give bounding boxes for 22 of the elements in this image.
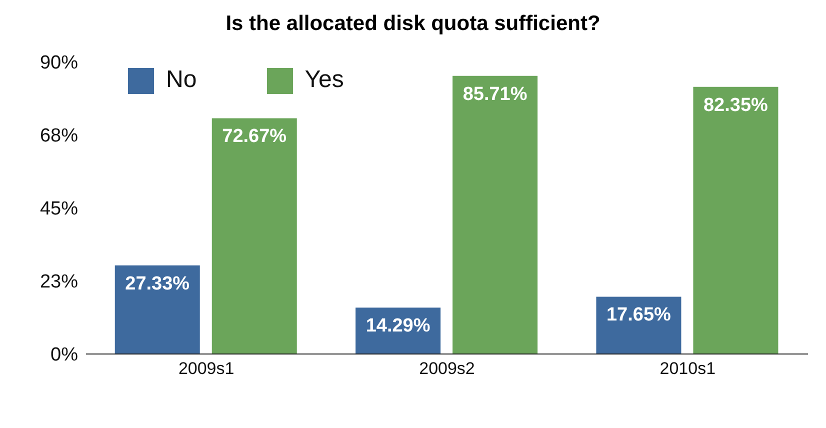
y-tick-label: 45%: [40, 198, 78, 220]
bar: [693, 86, 778, 354]
data-label: 14.29%: [366, 316, 430, 337]
legend-label: Yes: [304, 66, 344, 93]
y-tick-label: 68%: [40, 126, 78, 147]
data-label: 82.35%: [703, 94, 768, 116]
y-tick-label: 23%: [40, 272, 78, 293]
bar: [212, 118, 297, 354]
y-tick-label: 0%: [50, 344, 78, 366]
bar: [114, 265, 200, 354]
data-label: 17.65%: [606, 304, 672, 326]
data-label: 27.33%: [125, 273, 190, 294]
y-tick-label: 90%: [40, 52, 78, 74]
bar: [596, 296, 682, 354]
legend-label: No: [166, 66, 197, 93]
chart-title: Is the allocated disk quota sufficient?: [224, 12, 602, 36]
data-label: 85.71%: [462, 84, 528, 105]
x-tick-label: 2009s2: [419, 359, 475, 378]
bar: [452, 76, 538, 354]
data-label: 72.67%: [222, 126, 287, 148]
x-tick-label: 2009s1: [178, 359, 234, 378]
x-tick-label: 2010s1: [660, 359, 716, 378]
